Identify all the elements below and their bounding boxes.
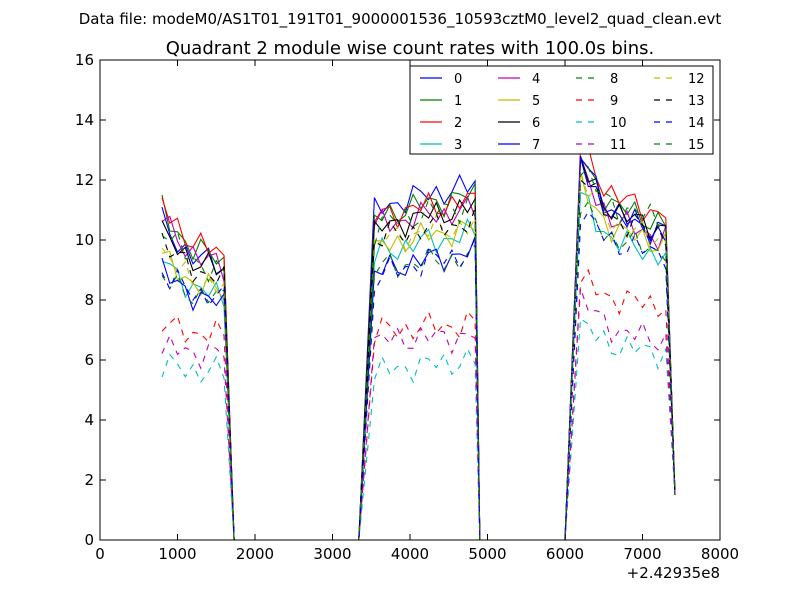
x-axis-offset-label: +2.42935e8 bbox=[627, 564, 720, 582]
y-tick-label: 4 bbox=[84, 411, 94, 429]
y-tick-label: 14 bbox=[75, 111, 94, 129]
x-tick-label: 4000 bbox=[391, 545, 429, 563]
x-tick-label: 5000 bbox=[468, 545, 506, 563]
legend-label-11: 11 bbox=[610, 138, 627, 153]
series-line-13 bbox=[161, 178, 676, 541]
legend-label-15: 15 bbox=[688, 138, 705, 153]
series-line-0 bbox=[161, 157, 676, 541]
x-tick-label: 6000 bbox=[546, 545, 584, 563]
series-line-6 bbox=[161, 155, 676, 541]
series-line-7 bbox=[161, 156, 676, 541]
y-tick-label: 16 bbox=[75, 51, 94, 69]
series-line-3 bbox=[161, 191, 676, 541]
series-layer bbox=[161, 146, 676, 541]
legend-label-2: 2 bbox=[454, 116, 462, 131]
y-tick-label: 8 bbox=[84, 291, 94, 309]
series-line-8 bbox=[161, 200, 676, 541]
x-tick-label: 0 bbox=[95, 545, 105, 563]
axes-layer: 0 1000 2000 3000 4000 5000 6000 7000 80000246810… bbox=[75, 51, 739, 563]
series-line-15 bbox=[161, 166, 676, 541]
series-line-2 bbox=[161, 146, 676, 541]
series-line-4 bbox=[161, 156, 676, 541]
series-line-14 bbox=[161, 211, 676, 541]
series-line-10 bbox=[161, 317, 676, 541]
figure-suptitle: Data file: modeM0/AS1T01_191T01_90000015… bbox=[79, 10, 722, 29]
legend-label-7: 7 bbox=[532, 138, 540, 153]
y-tick-label: 10 bbox=[75, 231, 94, 249]
y-tick-label: 12 bbox=[75, 171, 94, 189]
chart-title: Quadrant 2 module wise count rates with … bbox=[166, 38, 655, 59]
legend-label-4: 4 bbox=[532, 72, 540, 87]
y-tick-label: 2 bbox=[84, 471, 94, 489]
legend-label-9: 9 bbox=[610, 94, 618, 109]
series-line-1 bbox=[161, 157, 676, 541]
series-line-12 bbox=[161, 171, 676, 541]
legend-label-3: 3 bbox=[454, 138, 462, 153]
legend-label-5: 5 bbox=[532, 94, 540, 109]
y-tick-label: 0 bbox=[84, 531, 94, 549]
x-tick-label: 7000 bbox=[623, 545, 661, 563]
x-tick-label: 1000 bbox=[158, 545, 196, 563]
legend-label-1: 1 bbox=[454, 94, 462, 109]
series-line-9 bbox=[161, 268, 676, 541]
legend-label-10: 10 bbox=[610, 116, 627, 131]
legend-box bbox=[409, 65, 714, 155]
x-tick-label: 3000 bbox=[313, 545, 351, 563]
legend-label-13: 13 bbox=[688, 94, 705, 109]
legend-label-14: 14 bbox=[688, 116, 705, 131]
series-line-11 bbox=[161, 288, 676, 541]
x-tick-label: 2000 bbox=[236, 545, 274, 563]
legend-label-0: 0 bbox=[454, 72, 462, 87]
series-line-5 bbox=[161, 172, 676, 541]
legend-label-8: 8 bbox=[610, 72, 618, 87]
legend-label-6: 6 bbox=[532, 116, 540, 131]
x-tick-label: 8000 bbox=[701, 545, 739, 563]
y-tick-label: 6 bbox=[84, 351, 94, 369]
legend-label-12: 12 bbox=[688, 72, 705, 87]
